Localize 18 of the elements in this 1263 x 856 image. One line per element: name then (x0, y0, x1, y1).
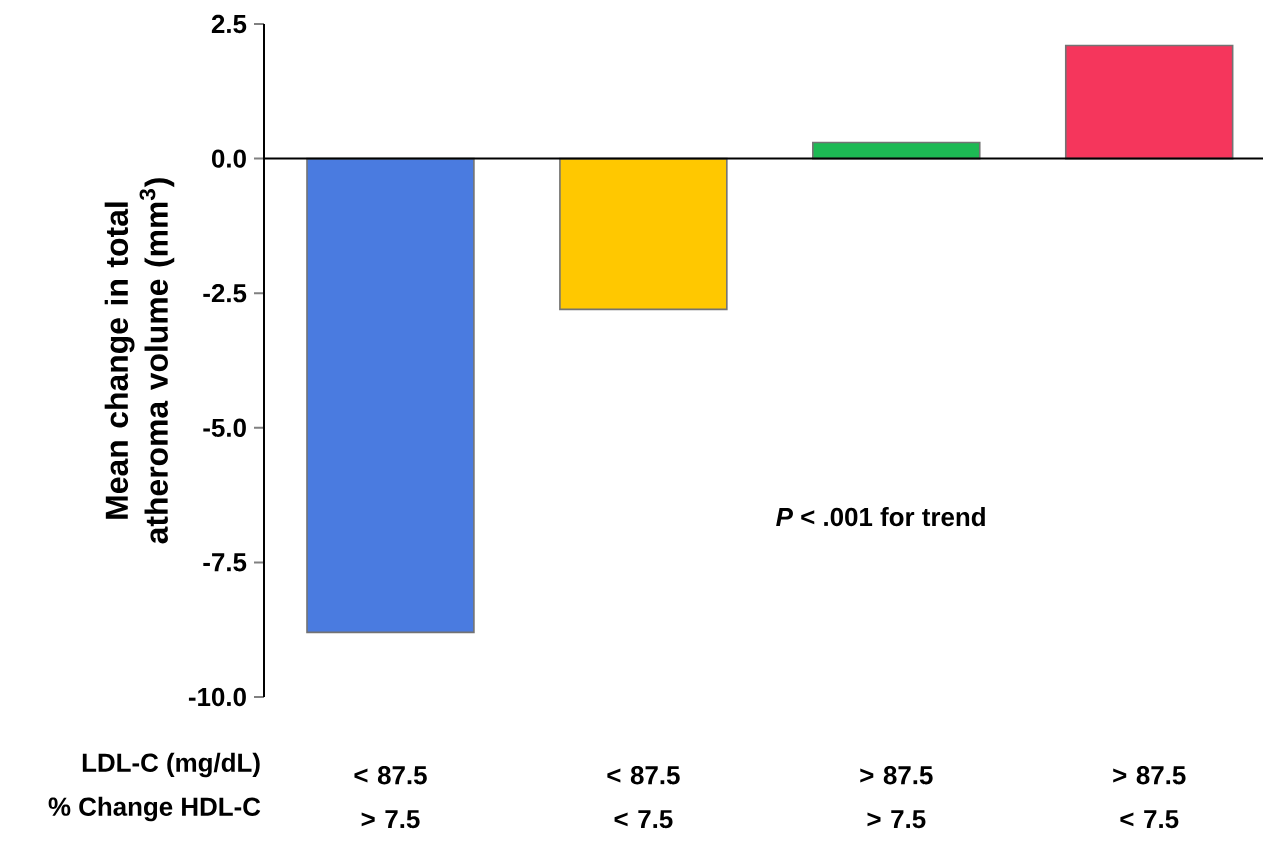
x-tick-label: > 87.5 > 7.5 (860, 766, 933, 829)
bar (306, 157, 475, 634)
x-tick-label: > 87.5 < 7.5 (1113, 766, 1186, 829)
y-tick-label: 2.5 (211, 14, 247, 34)
x-tick-label: < 87.5 < 7.5 (607, 766, 680, 829)
text: % Change HDL-C (48, 796, 261, 822)
bar (812, 141, 981, 160)
y-tick-label: -10.0 (188, 687, 246, 707)
y-axis-title: Mean change in total atheroma volume (mm$^{3}$) (104, 178, 175, 544)
x-tick-label: < 87.5 > 7.5 (354, 766, 427, 829)
y-tick-label: -2.5 (203, 284, 247, 303)
bar (1064, 44, 1234, 160)
y-tick-label: -7.5 (203, 553, 247, 572)
y-tick-label: 0.0 (211, 149, 246, 168)
annotation: P < .001 for trend (776, 507, 985, 527)
text: LDL-C (mg/dL) (82, 752, 260, 778)
y-tick-label: -5.0 (203, 418, 246, 437)
bar (559, 157, 728, 311)
